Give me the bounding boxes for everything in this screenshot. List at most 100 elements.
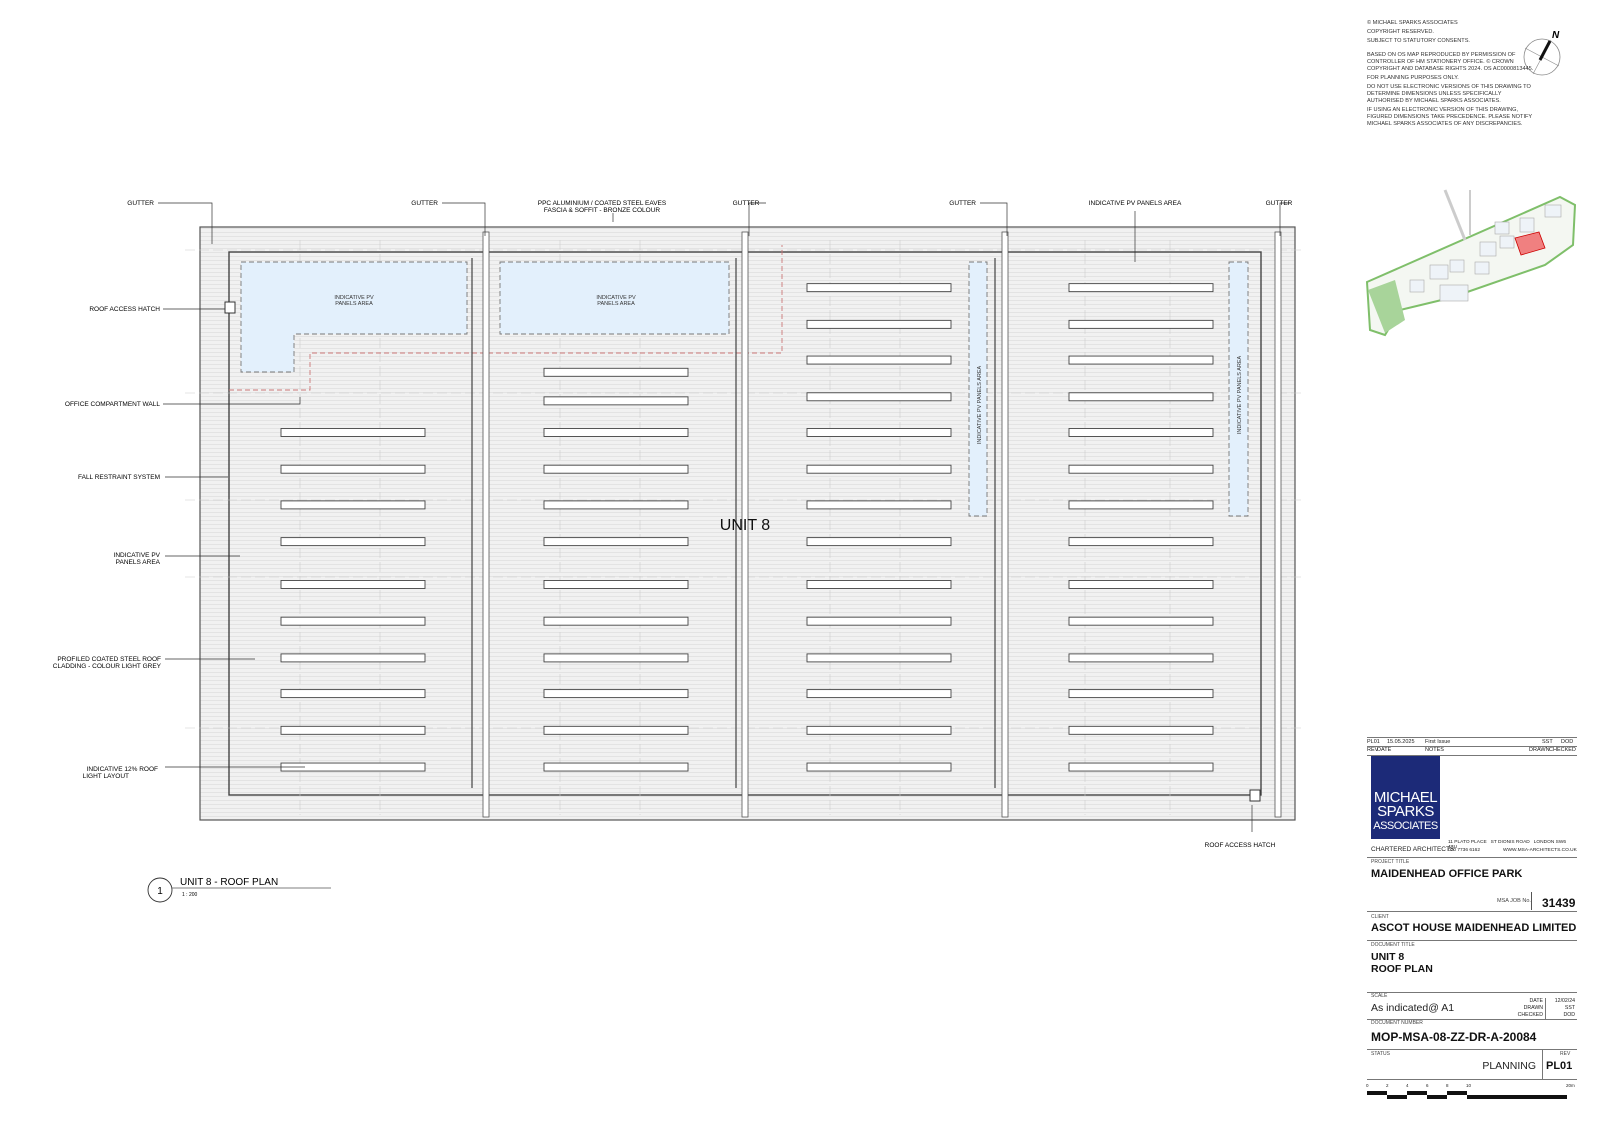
rooflight	[280, 725, 426, 735]
scale-bar: 0 2 4 6 8 10 20 m	[1366, 1083, 1577, 1106]
pv-area-1	[240, 261, 468, 373]
pv-label-1a: INDICATIVE PV	[334, 295, 374, 301]
scale-bar-segment	[1367, 1091, 1387, 1095]
rooflight	[1068, 653, 1214, 663]
project-title: MAIDENHEAD OFFICE PARK	[1371, 868, 1523, 880]
scale-bar-tick: 8	[1446, 1083, 1449, 1088]
rooflight	[543, 762, 689, 772]
practice-name: CHARTERED ARCHITECTS	[1371, 846, 1455, 853]
label-roof-access-hatch-2: ROOF ACCESS HATCH	[1205, 842, 1276, 849]
scale-bar-tick: 0	[1366, 1083, 1369, 1088]
drawing-notes: © MICHAEL SPARKS ASSOCIATES COPYRIGHT RE…	[1367, 20, 1537, 130]
rooflight	[806, 283, 952, 293]
rooflight	[1068, 725, 1214, 735]
scale-value: As indicated@ A1	[1371, 1002, 1455, 1014]
label-fall-restraint: FALL RESTRAINT SYSTEM	[78, 474, 160, 481]
rooflights	[280, 283, 1214, 772]
rooflight	[806, 392, 952, 402]
rooflight	[1068, 319, 1214, 329]
unit-label: UNIT 8	[720, 517, 770, 534]
view-scale: 1 : 200	[182, 892, 198, 898]
north-arrow-icon: N	[1523, 30, 1561, 76]
view-number: 1	[157, 886, 163, 897]
status-value: PLANNING	[1482, 1060, 1536, 1072]
note: COPYRIGHT RESERVED.	[1367, 29, 1434, 35]
view-title: 1 UNIT 8 - ROOF PLAN 1 : 200	[147, 877, 331, 903]
rooflight	[543, 428, 689, 437]
rooflight	[543, 616, 689, 626]
label-gutter-5: GUTTER	[1266, 200, 1293, 207]
note: SUBJECT TO STATUTORY CONSENTS.	[1367, 38, 1470, 44]
rev-value: PL01	[1546, 1060, 1573, 1072]
office-compartment-wall	[229, 245, 783, 391]
note: IF USING AN ELECTRONIC VERSION OF THIS D…	[1367, 107, 1533, 127]
rooflight	[1068, 355, 1214, 365]
rooflight	[806, 537, 952, 547]
rooflight	[543, 537, 689, 547]
rooflight	[806, 355, 952, 365]
rooflight	[280, 500, 426, 510]
rooflight	[1068, 500, 1214, 510]
rooflight	[543, 500, 689, 510]
project-title-label: PROJECT TITLE	[1371, 859, 1410, 865]
rooflight	[543, 367, 689, 377]
label-rooflight-2: LIGHT LAYOUT	[83, 773, 129, 780]
rooflight	[1068, 689, 1214, 699]
rooflight	[806, 580, 952, 589]
rooflight	[1068, 392, 1214, 402]
scale-bar-segment	[1467, 1095, 1567, 1099]
rooflight	[1068, 464, 1214, 474]
label-pv-2: PANELS AREA	[116, 559, 161, 566]
roof-access-hatch-left	[224, 301, 236, 314]
scale-bar-tick: 6	[1426, 1083, 1429, 1088]
rooflight	[1068, 580, 1214, 589]
rooflight	[1068, 762, 1214, 772]
gutter	[1001, 231, 1009, 818]
rooflight	[543, 725, 689, 735]
status-label: STATUS	[1371, 1051, 1390, 1057]
doc-number-label: DOCUMENT NUMBER	[1371, 1020, 1423, 1026]
label-cladding-1: PROFILED COATED STEEL ROOF	[57, 656, 161, 663]
bay-walls	[471, 258, 996, 788]
rooflight	[280, 653, 426, 663]
pv-label-2b: PANELS AREA	[597, 301, 635, 307]
rooflight	[1068, 616, 1214, 626]
address: 11 PLATO PLACE ST DIONIS ROAD LONDON SW6…	[1448, 840, 1567, 850]
scale-bar-segment	[1427, 1095, 1447, 1099]
rooflight	[806, 428, 952, 437]
pv-area-3	[968, 261, 988, 517]
rooflight	[543, 653, 689, 663]
scale-bar-tick: 20	[1566, 1083, 1572, 1088]
gutters	[482, 231, 1282, 818]
label-pv-top: INDICATIVE PV PANELS AREA	[1089, 200, 1182, 207]
note: FOR PLANNING PURPOSES ONLY.	[1367, 75, 1459, 81]
scale-bar-tick: 2	[1386, 1083, 1389, 1088]
label-gutter-2: GUTTER	[411, 200, 438, 207]
gutter	[741, 231, 749, 818]
rooflight	[806, 653, 952, 663]
rooflight	[280, 428, 426, 437]
scale-bar-segment	[1387, 1095, 1407, 1099]
rooflight	[806, 725, 952, 735]
label-office-wall: OFFICE COMPARTMENT WALL	[65, 401, 160, 408]
rooflight	[1068, 283, 1214, 293]
label-pv-1: INDICATIVE PV	[114, 552, 161, 559]
scale-bar-tick: 4	[1406, 1083, 1409, 1088]
rooflight	[1068, 537, 1214, 547]
scale-bar-tick: m	[1571, 1083, 1575, 1088]
label-gutter-1: GUTTER	[127, 200, 154, 207]
rooflight	[806, 500, 952, 510]
pv-areas	[240, 261, 1249, 517]
label-eaves-1: PPC ALUMINIUM / COATED STEEL EAVES	[538, 200, 667, 207]
rooflight	[1068, 428, 1214, 437]
document-title-line-2: ROOF PLAN	[1371, 963, 1433, 975]
rooflight	[280, 464, 426, 474]
label-rooflight-1: INDICATIVE 12% ROOF	[87, 766, 158, 773]
pv-area-2	[499, 261, 730, 335]
rooflight	[280, 616, 426, 626]
pv-label-2a: INDICATIVE PV	[596, 295, 636, 301]
job-number: 31439	[1542, 896, 1576, 910]
pv-label-1b: PANELS AREA	[335, 301, 373, 307]
scale-bar-tick: 10	[1466, 1083, 1472, 1088]
